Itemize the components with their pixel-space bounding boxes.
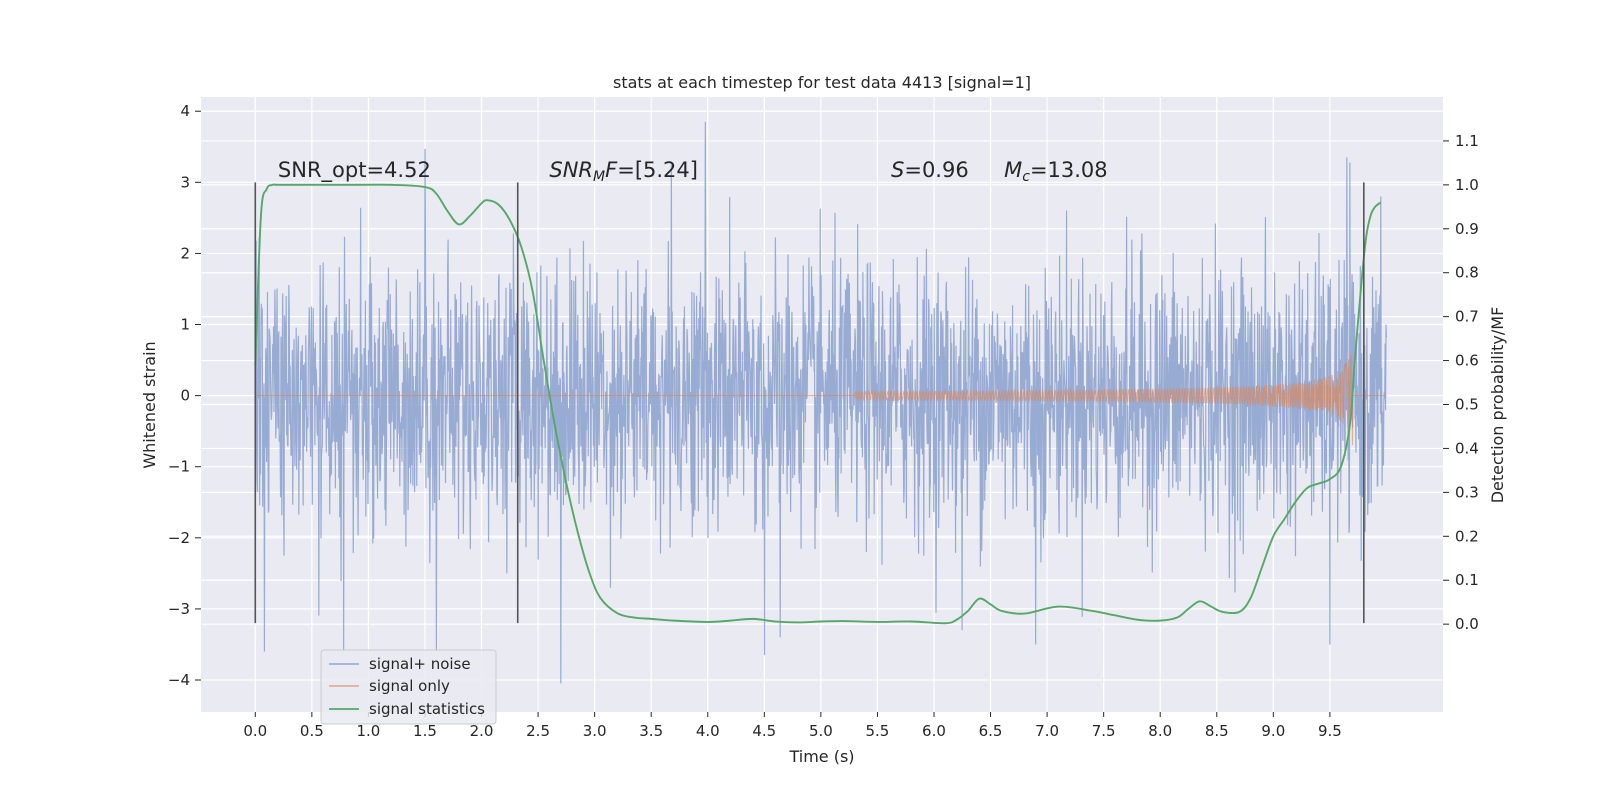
legend-label-signal-noise: signal+ noise [369, 655, 471, 673]
legend-label-signal-statistics: signal statistics [369, 700, 485, 718]
x-axis-label: Time (s) [788, 747, 854, 766]
y-axis-label: Whitened strain [140, 341, 159, 468]
y-tick-label: 4 [180, 102, 190, 120]
x-tick-label: 4.5 [752, 722, 776, 740]
y2-tick-label: 0.6 [1455, 352, 1479, 370]
x-tick-label: 5.5 [865, 722, 889, 740]
x-tick-label: 2.0 [470, 722, 494, 740]
annotation: SNRMF=[5.24] [549, 158, 698, 185]
chart-title: stats at each timestep for test data 441… [613, 73, 1031, 92]
x-axis-ticks: 0.0 0.5 1.0 1.5 2.0 2.5 3.0 3.5 4.0 4.5 5.0 5.5 6.0 6… [243, 712, 1342, 740]
x-tick-label: 2.5 [526, 722, 550, 740]
y2-tick-label: 0.5 [1455, 396, 1479, 414]
y2-axis-label: Detection probability/MF [1488, 307, 1507, 504]
x-tick-label: 3.5 [639, 722, 663, 740]
y2-tick-label: 0.8 [1455, 264, 1479, 282]
y-tick-label: −3 [168, 600, 190, 618]
x-tick-label: 9.0 [1261, 722, 1285, 740]
x-tick-label: 1.5 [413, 722, 437, 740]
y2-tick-label: 0.9 [1455, 220, 1479, 238]
y-tick-label: −4 [168, 671, 190, 689]
y-tick-label: 1 [180, 316, 190, 334]
y2-tick-label: 0.2 [1455, 527, 1479, 545]
annotations: SNR_opt=4.52 SNRMF=[5.24] S=0.96 Mc=13.08 [278, 158, 1108, 185]
y-tick-label: −2 [168, 529, 190, 547]
legend-label-signal-only: signal only [369, 677, 450, 695]
vertical-markers [254, 182, 1365, 624]
annotation: S=0.96 [891, 158, 969, 182]
y2-tick-label: 0.3 [1455, 483, 1479, 501]
x-tick-label: 6.0 [922, 722, 946, 740]
y-tick-label: 3 [180, 173, 190, 191]
y2-tick-label: 0.7 [1455, 308, 1479, 326]
x-tick-label: 6.5 [979, 722, 1003, 740]
y2-tick-label: 0.0 [1455, 615, 1479, 633]
annotation: SNR_opt=4.52 [278, 158, 431, 183]
y-tick-label: −1 [168, 458, 190, 476]
x-tick-label: 3.0 [583, 722, 607, 740]
y2-axis-ticks: 0.0 0.1 0.2 0.3 0.4 0.5 0.6 0.7 0.8 0.9 1.0 1.1 [1443, 132, 1479, 633]
y2-tick-label: 0.4 [1455, 439, 1479, 457]
legend: signal+ noise signal only signal statist… [320, 649, 497, 725]
x-tick-label: 0.5 [300, 722, 324, 740]
x-tick-label: 7.5 [1092, 722, 1116, 740]
series-signal-noise [254, 121, 1388, 684]
series-layer [254, 121, 1388, 684]
series-signal-only [255, 354, 1387, 446]
y-axis-ticks: −4 −3 −2 −1 0 1 2 3 4 [168, 102, 201, 689]
x-tick-label: 0.0 [243, 722, 267, 740]
annotation: Mc=13.08 [1004, 158, 1108, 185]
series-signal-statistics [254, 183, 1382, 625]
legend-frame [320, 649, 497, 725]
y2-tick-label: 0.1 [1455, 571, 1479, 589]
x-tick-label: 9.5 [1318, 722, 1342, 740]
x-tick-label: 4.0 [696, 722, 720, 740]
x-tick-label: 7.0 [1035, 722, 1059, 740]
y2-tick-label: 1.0 [1455, 176, 1479, 194]
y-tick-label: 2 [180, 244, 190, 262]
x-tick-label: 5.0 [809, 722, 833, 740]
y2-tick-label: 1.1 [1455, 132, 1479, 150]
x-tick-label: 8.0 [1148, 722, 1172, 740]
x-tick-label: 1.0 [356, 722, 380, 740]
y-tick-label: 0 [180, 387, 190, 405]
x-tick-label: 8.5 [1205, 722, 1229, 740]
